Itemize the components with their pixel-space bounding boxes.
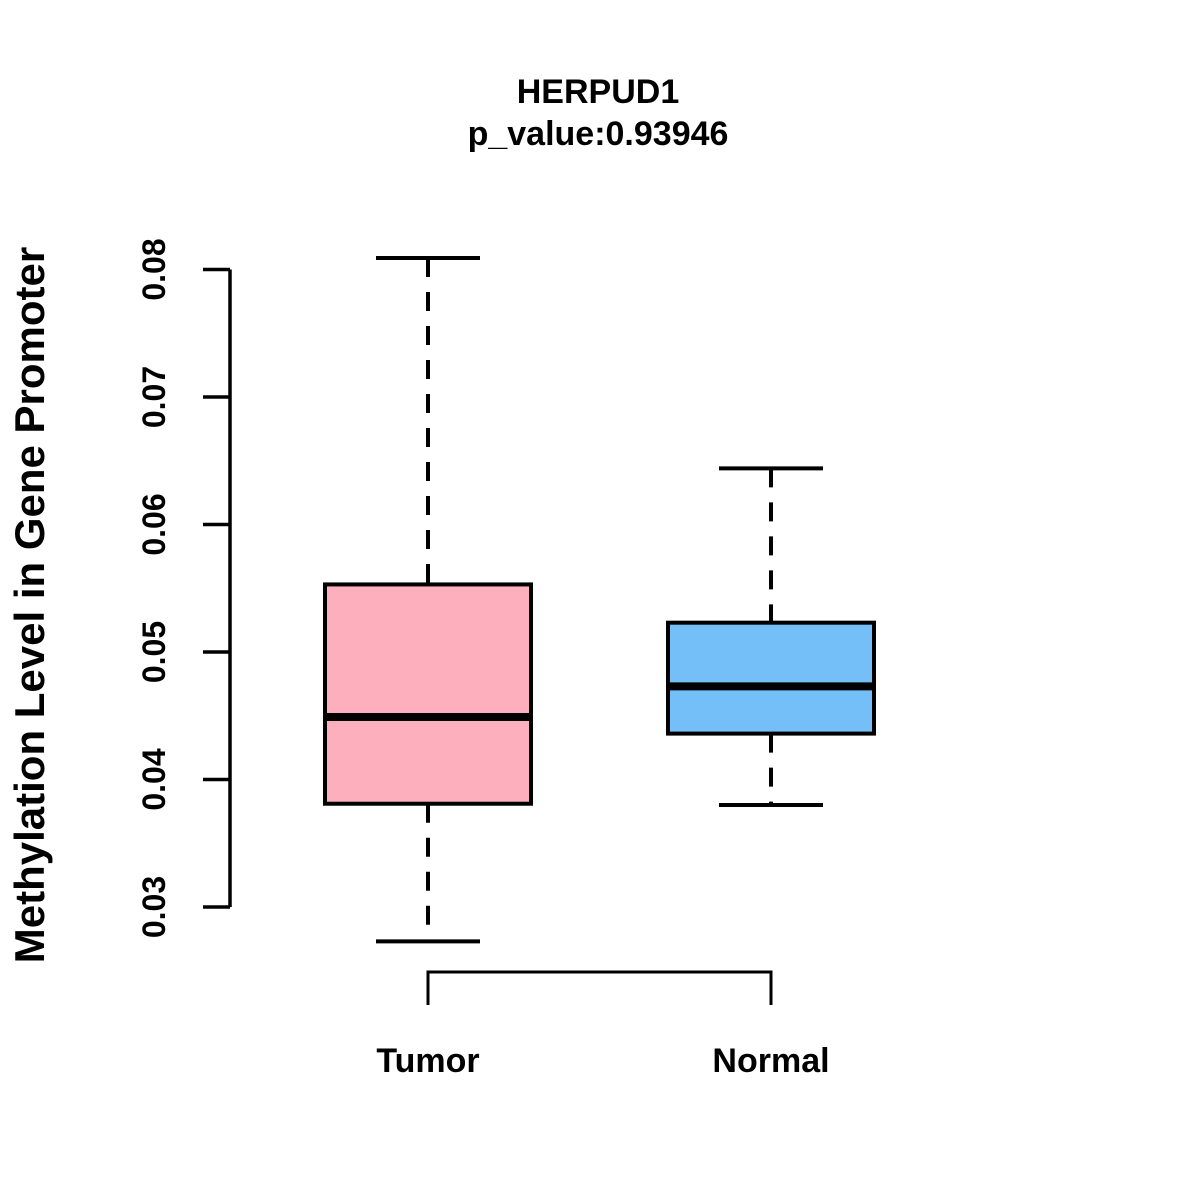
y-axis-tick-label: 0.06 (136, 493, 172, 555)
x-axis-category-label-tumor: Tumor (376, 1042, 479, 1080)
chart-subtitle: p_value:0.93946 (467, 115, 729, 153)
y-axis-tick-label: 0.03 (136, 876, 172, 938)
x-axis-category-label-normal: Normal (712, 1042, 829, 1080)
y-axis-tick-label: 0.05 (136, 621, 172, 683)
box-tumor (323, 582, 533, 806)
x-axis-bracket (426, 970, 773, 1005)
y-axis-tick-label: 0.07 (136, 366, 172, 428)
y-axis-tick-label: 0.08 (136, 238, 172, 300)
box-normal (666, 620, 876, 736)
y-axis-label: Methylation Level in Gene Promoter (6, 247, 53, 963)
chart-title: HERPUD1 (516, 73, 680, 111)
y-axis-tick-label: 0.04 (136, 748, 172, 810)
